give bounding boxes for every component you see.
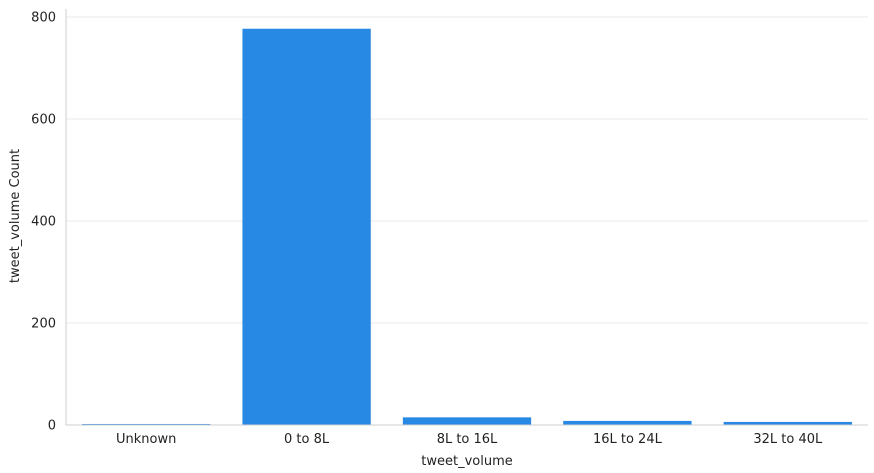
x-tick-label: Unknown [116,432,176,447]
bar [242,28,371,425]
y-tick-label: 400 [31,215,56,230]
x-axis-title: tweet_volume [421,454,512,469]
x-tick-label: 32L to 40L [753,432,823,447]
y-tick-label: 600 [31,113,56,128]
y-axis-title: tweet_volume Count [8,149,23,283]
y-tick-label: 800 [31,11,56,26]
bars [82,28,852,425]
x-tick-label: 8L to 16L [437,432,498,447]
x-tick-label: 0 to 8L [284,432,330,447]
axes: 0 200 400 600 800 Unknown 0 to 8L 8L to 16L 16L … [31,9,868,447]
bar [82,423,211,425]
y-tick-label: 200 [31,317,56,332]
bar [402,417,532,425]
gridlines [66,16,868,324]
bar [563,420,692,425]
x-tick-label: 16L to 24L [593,432,663,447]
y-tick-label: 0 [48,419,56,434]
bar [723,421,852,425]
